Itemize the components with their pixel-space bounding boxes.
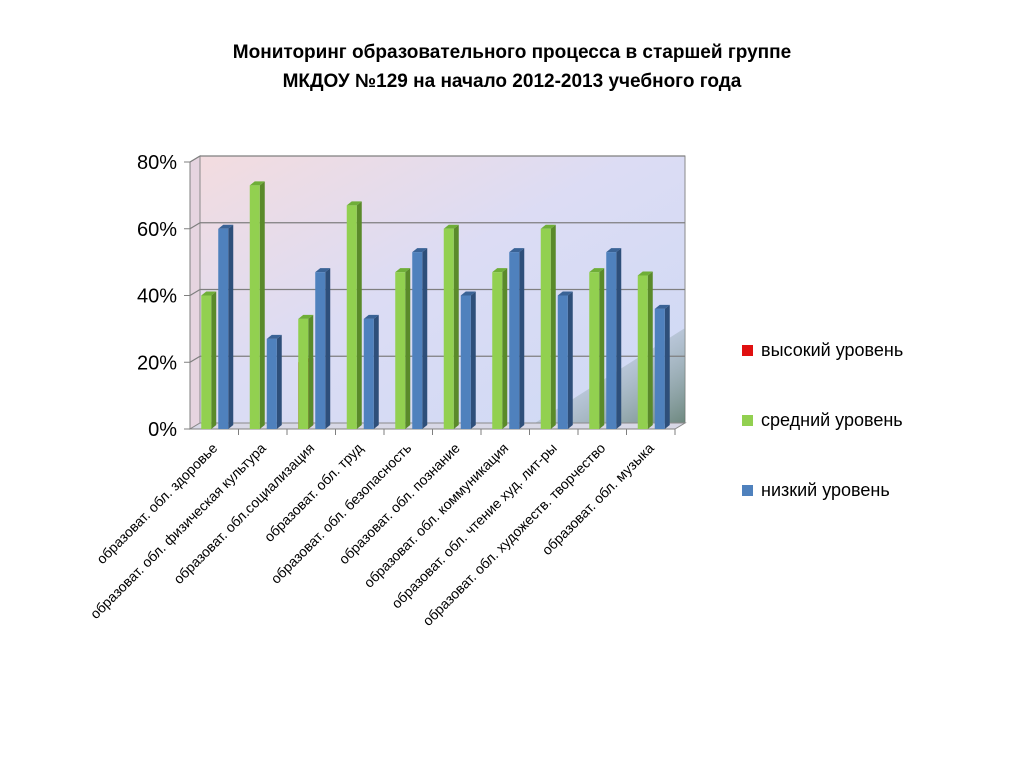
bar-1-1: [249, 185, 260, 429]
x-tick-label: образоват. обл. художеств. творчество: [419, 440, 608, 629]
bar-1-7: [540, 228, 551, 429]
x-tick-label: образоват. обл. физическая культура: [87, 440, 269, 622]
bar-side-1-4: [405, 268, 411, 429]
bar-top-1-4: [395, 268, 411, 273]
bar-top-1-3: [346, 201, 362, 206]
bar-side-1-5: [453, 224, 459, 429]
legend-item-high: высокий уровень: [742, 340, 903, 361]
bar-2-7: [557, 295, 568, 429]
bar-top-2-6: [509, 248, 525, 253]
bar-side-1-9: [647, 271, 653, 429]
legend-label-high: высокий уровень: [761, 340, 904, 360]
bar-top-1-0: [201, 291, 217, 296]
legend-label-low: низкий уровень: [761, 480, 890, 500]
bar-side-1-0: [211, 291, 217, 429]
bar-top-2-1: [266, 334, 282, 339]
gridline-side: [189, 222, 201, 230]
bar-side-1-6: [502, 268, 508, 429]
bar-top-2-7: [557, 291, 573, 296]
bar-top-1-1: [249, 181, 265, 186]
bar-top-2-8: [606, 248, 622, 253]
chart-title-line-2: МКДОУ №129 на начало 2012-2013 учебного …: [282, 71, 742, 92]
bar-top-1-6: [492, 268, 508, 273]
bar-1-5: [443, 228, 454, 429]
bar-side-2-7: [567, 291, 573, 429]
bar-2-0: [218, 228, 229, 429]
bar-1-4: [395, 272, 406, 429]
bar-side-2-4: [422, 248, 428, 429]
bar-1-8: [589, 272, 600, 429]
chart-title-line-1: Мониторинг образовательного процесса в с…: [232, 42, 792, 63]
bar-top-2-3: [363, 314, 379, 319]
y-tick-label: 0%: [148, 419, 177, 441]
legend-item-low: низкий уровень: [742, 480, 890, 501]
gridline-side: [189, 288, 201, 297]
y-tick-label: 80%: [137, 152, 177, 174]
bar-side-2-3: [373, 314, 379, 429]
bar-top-1-5: [443, 224, 459, 229]
bar-side-1-1: [259, 181, 265, 429]
bar-top-2-9: [654, 304, 670, 309]
legend-swatch-medium: [742, 415, 753, 426]
bar-1-6: [492, 272, 503, 429]
y-tick-label: 60%: [137, 219, 177, 241]
bar-top-2-0: [218, 224, 234, 229]
y-tick-label: 20%: [137, 352, 177, 374]
bar-side-2-0: [228, 224, 234, 429]
bar-side-1-2: [308, 314, 314, 429]
bar-top-2-2: [315, 268, 331, 273]
chart-title: Мониторинг образовательного процесса в с…: [0, 38, 1024, 96]
bar-side-2-1: [276, 334, 282, 429]
legend-label-medium: средний уровень: [761, 410, 903, 430]
bar-2-9: [654, 308, 665, 429]
bar-top-1-7: [540, 224, 556, 229]
bar-side-1-8: [599, 268, 605, 429]
bar-top-1-8: [589, 268, 605, 273]
bar-side-2-9: [664, 304, 670, 429]
bar-top-2-4: [412, 248, 428, 253]
bar-1-3: [346, 205, 357, 429]
bar-2-6: [509, 252, 520, 429]
legend-swatch-low: [742, 485, 753, 496]
bar-1-0: [201, 295, 212, 429]
gridline-side: [189, 355, 201, 363]
bar-1-2: [298, 318, 309, 429]
bar-top-1-9: [637, 271, 653, 276]
legend-swatch-high: [742, 345, 753, 356]
bar-side-2-6: [519, 248, 525, 429]
bar-2-8: [606, 252, 617, 429]
bar-side-2-8: [616, 248, 622, 429]
bar-side-1-3: [356, 201, 362, 429]
bar-side-2-5: [470, 291, 476, 429]
bar-2-3: [363, 318, 374, 429]
legend-item-medium: средний уровень: [742, 410, 903, 431]
bar-1-9: [637, 275, 648, 429]
bar-side-1-7: [550, 224, 556, 429]
bar-side-2-2: [325, 268, 331, 429]
gridline-side: [189, 155, 201, 163]
bar-top-2-5: [460, 291, 476, 296]
bar-2-4: [412, 252, 423, 429]
bar-2-1: [266, 338, 277, 429]
bar-top-1-2: [298, 314, 314, 319]
bar-2-2: [315, 272, 326, 429]
bar-2-5: [460, 295, 471, 429]
y-tick-label: 40%: [137, 286, 177, 308]
